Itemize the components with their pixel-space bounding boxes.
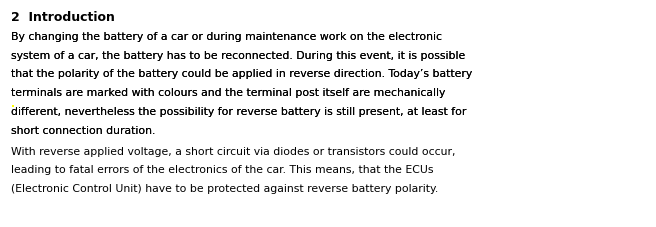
Text: that the polarity of the battery could be applied in reverse direction. Today’s : that the polarity of the battery could b… <box>11 69 472 79</box>
Text: By changing the battery of a car or during maintenance work on the electronic: By changing the battery of a car or duri… <box>11 32 442 42</box>
Text: By changing the battery of a car or during maintenance work on the electronic: By changing the battery of a car or duri… <box>11 32 442 42</box>
FancyBboxPatch shape <box>12 106 14 107</box>
Text: system of a car, the battery has to be reconnected. During this event, it is pos: system of a car, the battery has to be r… <box>11 50 465 60</box>
Text: With reverse applied voltage, a short circuit via diodes or transistors could oc: With reverse applied voltage, a short ci… <box>11 146 456 156</box>
Text: system of a car, the battery has to be reconnected. During this event, it is pos: system of a car, the battery has to be r… <box>11 50 465 60</box>
Text: short connection duration.: short connection duration. <box>11 125 155 135</box>
Text: (Electronic Control Unit) have to be protected against reverse battery polarity.: (Electronic Control Unit) have to be pro… <box>11 183 438 193</box>
Text: leading to fatal errors of the electronics of the car. This means, that the ECUs: leading to fatal errors of the electroni… <box>11 165 434 175</box>
Text: terminals are marked with colours and the terminal post itself are mechanically: terminals are marked with colours and th… <box>11 88 445 98</box>
FancyBboxPatch shape <box>12 106 14 107</box>
Text: different, nevertheless the possibility for reverse battery is still present, at: different, nevertheless the possibility … <box>11 106 466 116</box>
Text: terminals are marked with colours and the terminal post itself are mechanically: terminals are marked with colours and th… <box>11 88 445 98</box>
Text: different, nevertheless the possibility for reverse battery is still present, at: different, nevertheless the possibility … <box>11 106 466 116</box>
Text: short connection duration.: short connection duration. <box>11 125 155 135</box>
Text: 2  Introduction: 2 Introduction <box>11 11 115 24</box>
Text: that the polarity of the battery could be applied in reverse direction. Today’s : that the polarity of the battery could b… <box>11 69 472 79</box>
